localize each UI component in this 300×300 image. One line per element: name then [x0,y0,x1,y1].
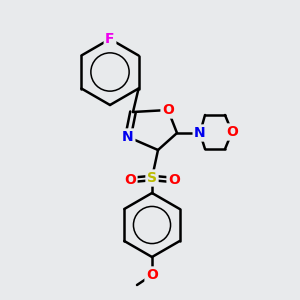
Text: O: O [162,103,174,117]
Text: S: S [147,171,157,185]
Text: O: O [226,125,238,139]
Text: N: N [194,126,206,140]
Text: O: O [124,173,136,187]
Text: F: F [105,32,115,46]
Text: O: O [168,173,180,187]
Text: N: N [122,130,134,144]
Text: O: O [146,268,158,282]
